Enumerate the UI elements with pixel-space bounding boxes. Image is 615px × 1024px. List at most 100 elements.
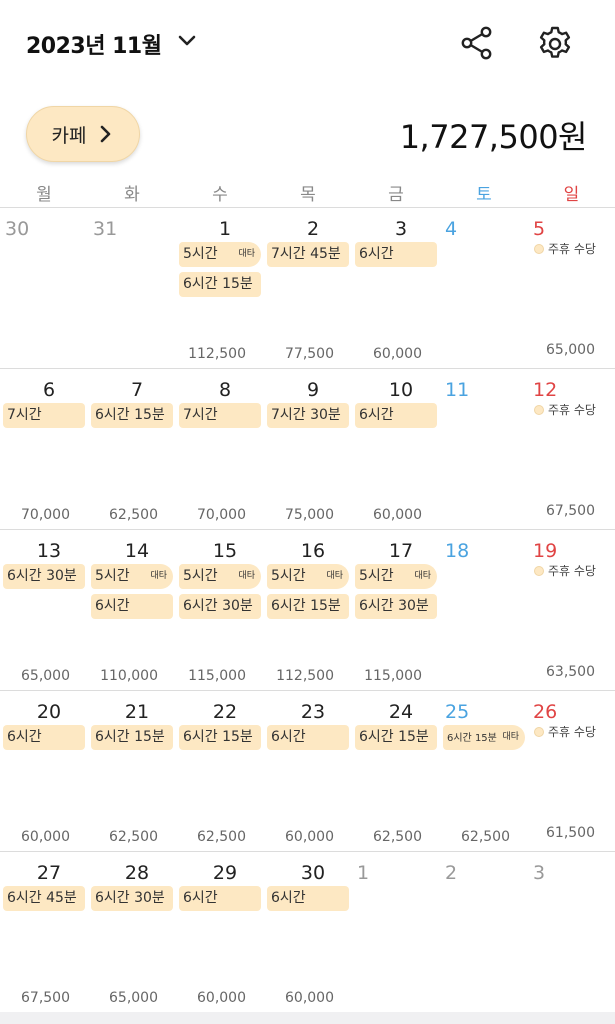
shift-duration: 6시간 15분 [95, 407, 165, 423]
day-cell[interactable]: 19 주휴 수당 63,500 [528, 530, 615, 691]
day-number: 22 [212, 701, 238, 723]
day-cell[interactable]: 3 [528, 852, 615, 1013]
day-cell[interactable]: 2 [440, 852, 528, 1013]
shift-chip[interactable]: 6시간 30분 [355, 594, 437, 619]
shift-chip[interactable]: 6시간 [3, 725, 85, 750]
shift-chip[interactable]: 6시간 [267, 725, 349, 750]
day-number: 6 [42, 379, 56, 401]
category-button[interactable]: 카페 [26, 106, 140, 162]
shift-chip[interactable]: 5시간 대타 [179, 564, 261, 589]
day-cell[interactable]: 31 [88, 208, 176, 369]
day-cell[interactable]: 15 5시간 대타 6시간 30분 115,000 [176, 530, 264, 691]
day-cell[interactable]: 21 6시간 15분 62,500 [88, 691, 176, 852]
dot-icon [534, 243, 544, 254]
shift-duration: 6시간 [271, 890, 306, 906]
shift-chip[interactable]: 5시간 대타 [91, 564, 173, 589]
weekday-label: 화 [124, 185, 140, 205]
shift-chip[interactable]: 6시간 [179, 886, 261, 911]
day-cell[interactable]: 30 [0, 208, 88, 369]
shift-chip[interactable]: 6시간 30분 [3, 564, 85, 589]
chevron-down-icon[interactable] [176, 30, 198, 52]
shift-duration: 7시간 30분 [271, 407, 341, 423]
shift-chip[interactable]: 6시간 15분 [179, 725, 261, 750]
day-number: 13 [36, 540, 62, 562]
day-number: 31 [93, 218, 118, 240]
day-cell[interactable]: 5 주휴 수당 65,000 [528, 208, 615, 369]
shift-chip[interactable]: 6시간 15분 [91, 403, 173, 428]
day-cell[interactable]: 20 6시간 60,000 [0, 691, 88, 852]
dot-icon [534, 565, 544, 576]
shift-duration: 6시간 15분 [359, 729, 429, 745]
day-number: 30 [300, 862, 326, 884]
shift-chip[interactable]: 7시간 45분 [267, 242, 349, 267]
day-cell[interactable]: 3 6시간 60,000 [352, 208, 440, 369]
day-amount: 60,000 [197, 990, 246, 1006]
month-title[interactable]: 2023년 11월 [26, 34, 162, 59]
day-cell[interactable]: 27 6시간 45분 67,500 [0, 852, 88, 1013]
day-cell[interactable]: 26 주휴 수당 61,500 [528, 691, 615, 852]
substitute-badge: 대타 [238, 249, 255, 259]
day-cell[interactable]: 30 6시간 60,000 [264, 852, 352, 1013]
day-cell[interactable]: 25 6시간 15분 대타 62,500 [440, 691, 528, 852]
shift-chip[interactable]: 6시간 30분 [179, 594, 261, 619]
day-cell[interactable]: 13 6시간 30분 65,000 [0, 530, 88, 691]
day-cell[interactable]: 28 6시간 30분 65,000 [88, 852, 176, 1013]
category-label: 카페 [51, 124, 87, 147]
day-cell[interactable]: 2 7시간 45분 77,500 [264, 208, 352, 369]
shift-duration: 5시간 [359, 568, 394, 584]
share-icon[interactable] [458, 24, 496, 62]
shift-duration: 5시간 [183, 246, 218, 262]
shift-duration: 5시간 [183, 568, 218, 584]
shift-chip[interactable]: 6시간 [91, 594, 173, 619]
day-cell[interactable]: 11 [440, 369, 528, 530]
shift-chip[interactable]: 6시간 30분 [91, 886, 173, 911]
shift-duration: 6시간 30분 [7, 568, 77, 584]
day-cell[interactable]: 24 6시간 15분 62,500 [352, 691, 440, 852]
shift-chip[interactable]: 5시간 대타 [179, 242, 261, 267]
day-cell[interactable]: 6 7시간 70,000 [0, 369, 88, 530]
day-cell[interactable]: 17 5시간 대타 6시간 30분 115,000 [352, 530, 440, 691]
shift-duration: 6시간 30분 [359, 598, 429, 614]
shift-chip[interactable]: 5시간 대타 [267, 564, 349, 589]
day-cell[interactable]: 9 7시간 30분 75,000 [264, 369, 352, 530]
shift-chip[interactable]: 6시간 15분 [355, 725, 437, 750]
day-cell[interactable]: 29 6시간 60,000 [176, 852, 264, 1013]
day-cell[interactable]: 4 [440, 208, 528, 369]
week-row: 13 6시간 30분 65,000 14 5시간 대타 6시간 110,000 15 5시간 대타 6… [0, 530, 615, 691]
shift-chip[interactable]: 6시간 [355, 403, 437, 428]
shift-chip[interactable]: 5시간 대타 [355, 564, 437, 589]
day-cell[interactable]: 16 5시간 대타 6시간 15분 112,500 [264, 530, 352, 691]
shift-duration: 6시간 15분 [95, 729, 165, 745]
shift-chip[interactable]: 6시간 15분 [179, 272, 261, 297]
day-cell[interactable]: 14 5시간 대타 6시간 110,000 [88, 530, 176, 691]
day-cell[interactable]: 23 6시간 60,000 [264, 691, 352, 852]
day-amount: 65,000 [21, 668, 70, 684]
shift-chip[interactable]: 7시간 [179, 403, 261, 428]
shift-chip[interactable]: 6시간 45분 [3, 886, 85, 911]
shift-chip[interactable]: 6시간 [267, 886, 349, 911]
bottom-bar [0, 1012, 615, 1024]
shift-chip[interactable]: 6시간 15분 대타 [443, 725, 525, 750]
day-cell[interactable]: 22 6시간 15분 62,500 [176, 691, 264, 852]
shift-chip[interactable]: 7시간 [3, 403, 85, 428]
day-number: 1 [357, 862, 370, 884]
day-number: 20 [36, 701, 62, 723]
day-cell[interactable]: 12 주휴 수당 67,500 [528, 369, 615, 530]
week-row: 30 31 1 5시간 대타 6시간 15분 112,500 2 7시간 45분 77,500 3 6… [0, 208, 615, 369]
shift-chip[interactable]: 6시간 [355, 242, 437, 267]
substitute-badge: 대타 [238, 571, 255, 581]
day-cell[interactable]: 7 6시간 15분 62,500 [88, 369, 176, 530]
day-amount: 62,500 [109, 507, 158, 523]
day-cell[interactable]: 1 [352, 852, 440, 1013]
shift-chip[interactable]: 7시간 30분 [267, 403, 349, 428]
day-cell[interactable]: 10 6시간 60,000 [352, 369, 440, 530]
day-cell[interactable]: 1 5시간 대타 6시간 15분 112,500 [176, 208, 264, 369]
day-cell[interactable]: 8 7시간 70,000 [176, 369, 264, 530]
day-number: 3 [533, 862, 546, 884]
shift-chip[interactable]: 6시간 15분 [91, 725, 173, 750]
shift-chip[interactable]: 6시간 15분 [267, 594, 349, 619]
day-amount: 115,000 [364, 668, 422, 684]
gear-icon[interactable] [535, 24, 575, 64]
day-cell[interactable]: 18 [440, 530, 528, 691]
